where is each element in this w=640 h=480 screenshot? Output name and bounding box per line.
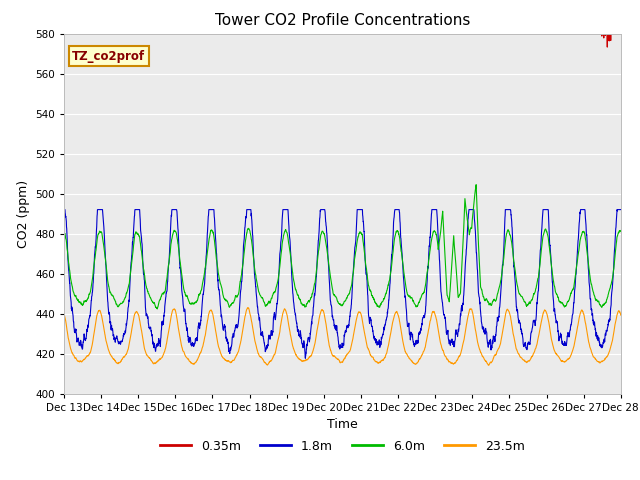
Legend: 0.35m, 1.8m, 6.0m, 23.5m: 0.35m, 1.8m, 6.0m, 23.5m (155, 434, 530, 457)
Y-axis label: CO2 (ppm): CO2 (ppm) (17, 180, 29, 248)
Text: TZ_co2prof: TZ_co2prof (72, 50, 145, 63)
X-axis label: Time: Time (327, 418, 358, 431)
Title: Tower CO2 Profile Concentrations: Tower CO2 Profile Concentrations (214, 13, 470, 28)
